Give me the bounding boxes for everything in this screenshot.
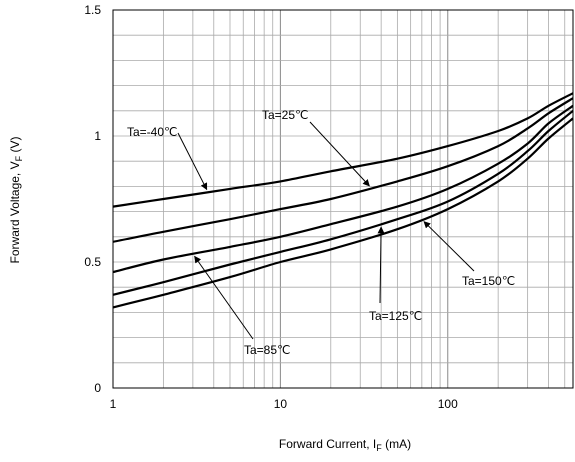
annotation-arrow xyxy=(377,226,385,304)
annotation-label: Ta=25℃ xyxy=(262,108,309,122)
x-tick-label: 1 xyxy=(110,397,117,411)
annotation-arrow xyxy=(309,121,370,187)
x-tick-label: 100 xyxy=(438,397,458,411)
annotation-arrow xyxy=(423,221,475,272)
series-lines xyxy=(112,92,574,309)
annotation-arrow xyxy=(177,132,208,191)
annotation-label: Ta=85℃ xyxy=(244,343,291,357)
x-tick-label: 10 xyxy=(274,397,288,411)
annotations: Ta=-40℃ Ta=25℃ Ta=85℃ Ta=125℃ Ta=150℃ xyxy=(127,108,515,357)
series-line-4 xyxy=(112,117,574,309)
plot-frame xyxy=(112,9,574,389)
tick-labels: 1 10 100 0 0.5 1 1.5 xyxy=(84,3,458,411)
x-axis-label: Forward Current, IF (mA) xyxy=(279,437,411,453)
annotation-label: Ta=150℃ xyxy=(462,274,515,288)
y-tick-label: 1.5 xyxy=(84,3,101,17)
y-axis-label: Forward Voltage, VF (V) xyxy=(8,137,24,264)
grid xyxy=(113,10,573,388)
annotation-label: Ta=-40℃ xyxy=(127,125,178,139)
series-line-0 xyxy=(112,92,574,208)
y-tick-label: 0 xyxy=(94,381,101,395)
annotation-label: Ta=125℃ xyxy=(369,309,422,323)
series-line-2 xyxy=(112,104,574,274)
series-line-3 xyxy=(112,109,574,296)
annotation-arrow xyxy=(194,255,254,340)
y-tick-label: 0.5 xyxy=(84,255,101,269)
series-line-1 xyxy=(112,97,574,243)
y-tick-label: 1 xyxy=(94,129,101,143)
